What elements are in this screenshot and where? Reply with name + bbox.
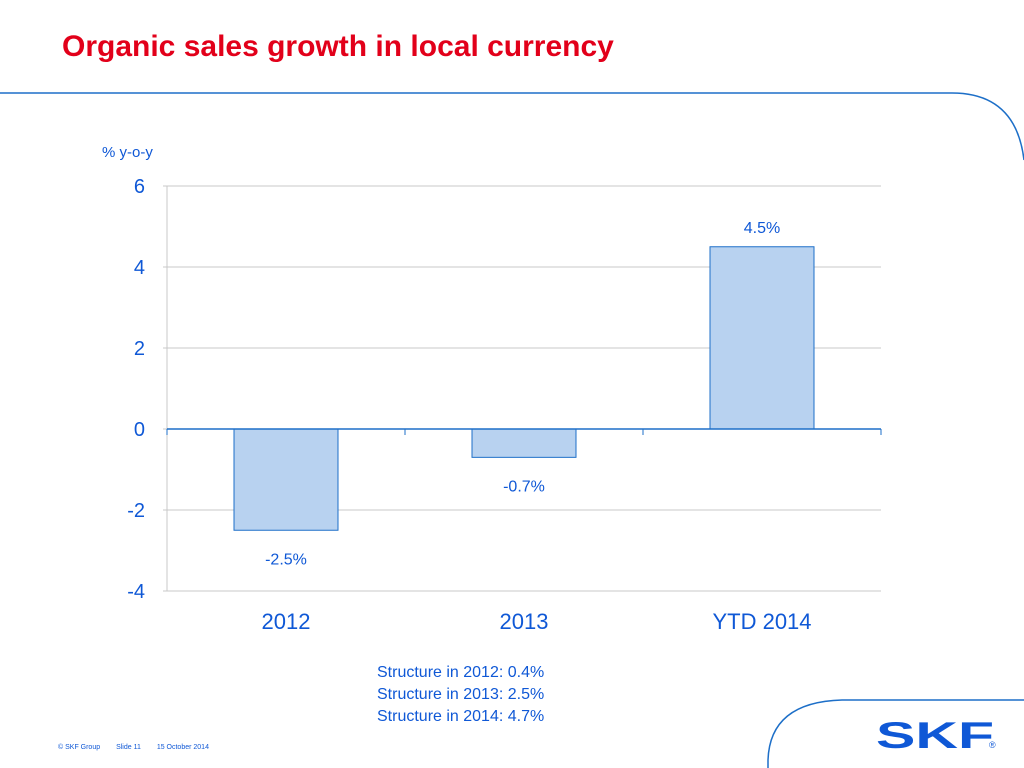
y-tick-label: 4 <box>134 257 145 279</box>
bar-2 <box>709 246 815 430</box>
slide-footer: © SKF Group Slide 11 15 October 2014 <box>58 744 223 751</box>
category-label-2: YTD 2014 <box>712 609 811 634</box>
y-tick-label: 0 <box>134 419 145 441</box>
footer-slide-number: Slide 11 <box>116 744 141 751</box>
structure-notes: Structure in 2012: 0.4% Structure in 201… <box>377 662 544 728</box>
footer-date: 15 October 2014 <box>156 744 209 751</box>
skf-logo-text: SKF <box>876 718 994 752</box>
footer-curve-line <box>767 699 1024 768</box>
header-curve-line <box>0 92 1024 161</box>
bar-1 <box>471 428 577 458</box>
y-tick-label: -2 <box>127 500 145 522</box>
y-axis-label: % y-o-y <box>102 144 153 161</box>
bar-0 <box>233 428 339 531</box>
category-label-1: 2013 <box>500 609 549 634</box>
structure-note-2014: Structure in 2014: 4.7% <box>377 708 545 725</box>
footer-copyright: © SKF Group <box>58 744 101 751</box>
data-label-0: -2.5% <box>265 551 307 568</box>
skf-logo-registered-mark: ® <box>989 740 996 750</box>
structure-note-2012: Structure in 2012: 0.4% <box>377 664 545 681</box>
slide-title: Organic sales growth in local currency <box>62 30 614 63</box>
data-label-1: -0.7% <box>503 478 545 495</box>
y-tick-label: 2 <box>134 338 145 360</box>
data-label-2: 4.5% <box>744 220 780 237</box>
y-tick-label: 6 <box>134 176 145 198</box>
category-label-0: 2012 <box>262 609 311 634</box>
skf-logo: SKF ® <box>876 718 996 752</box>
y-tick-label: -4 <box>127 581 145 603</box>
structure-note-2013: Structure in 2013: 2.5% <box>377 686 545 703</box>
